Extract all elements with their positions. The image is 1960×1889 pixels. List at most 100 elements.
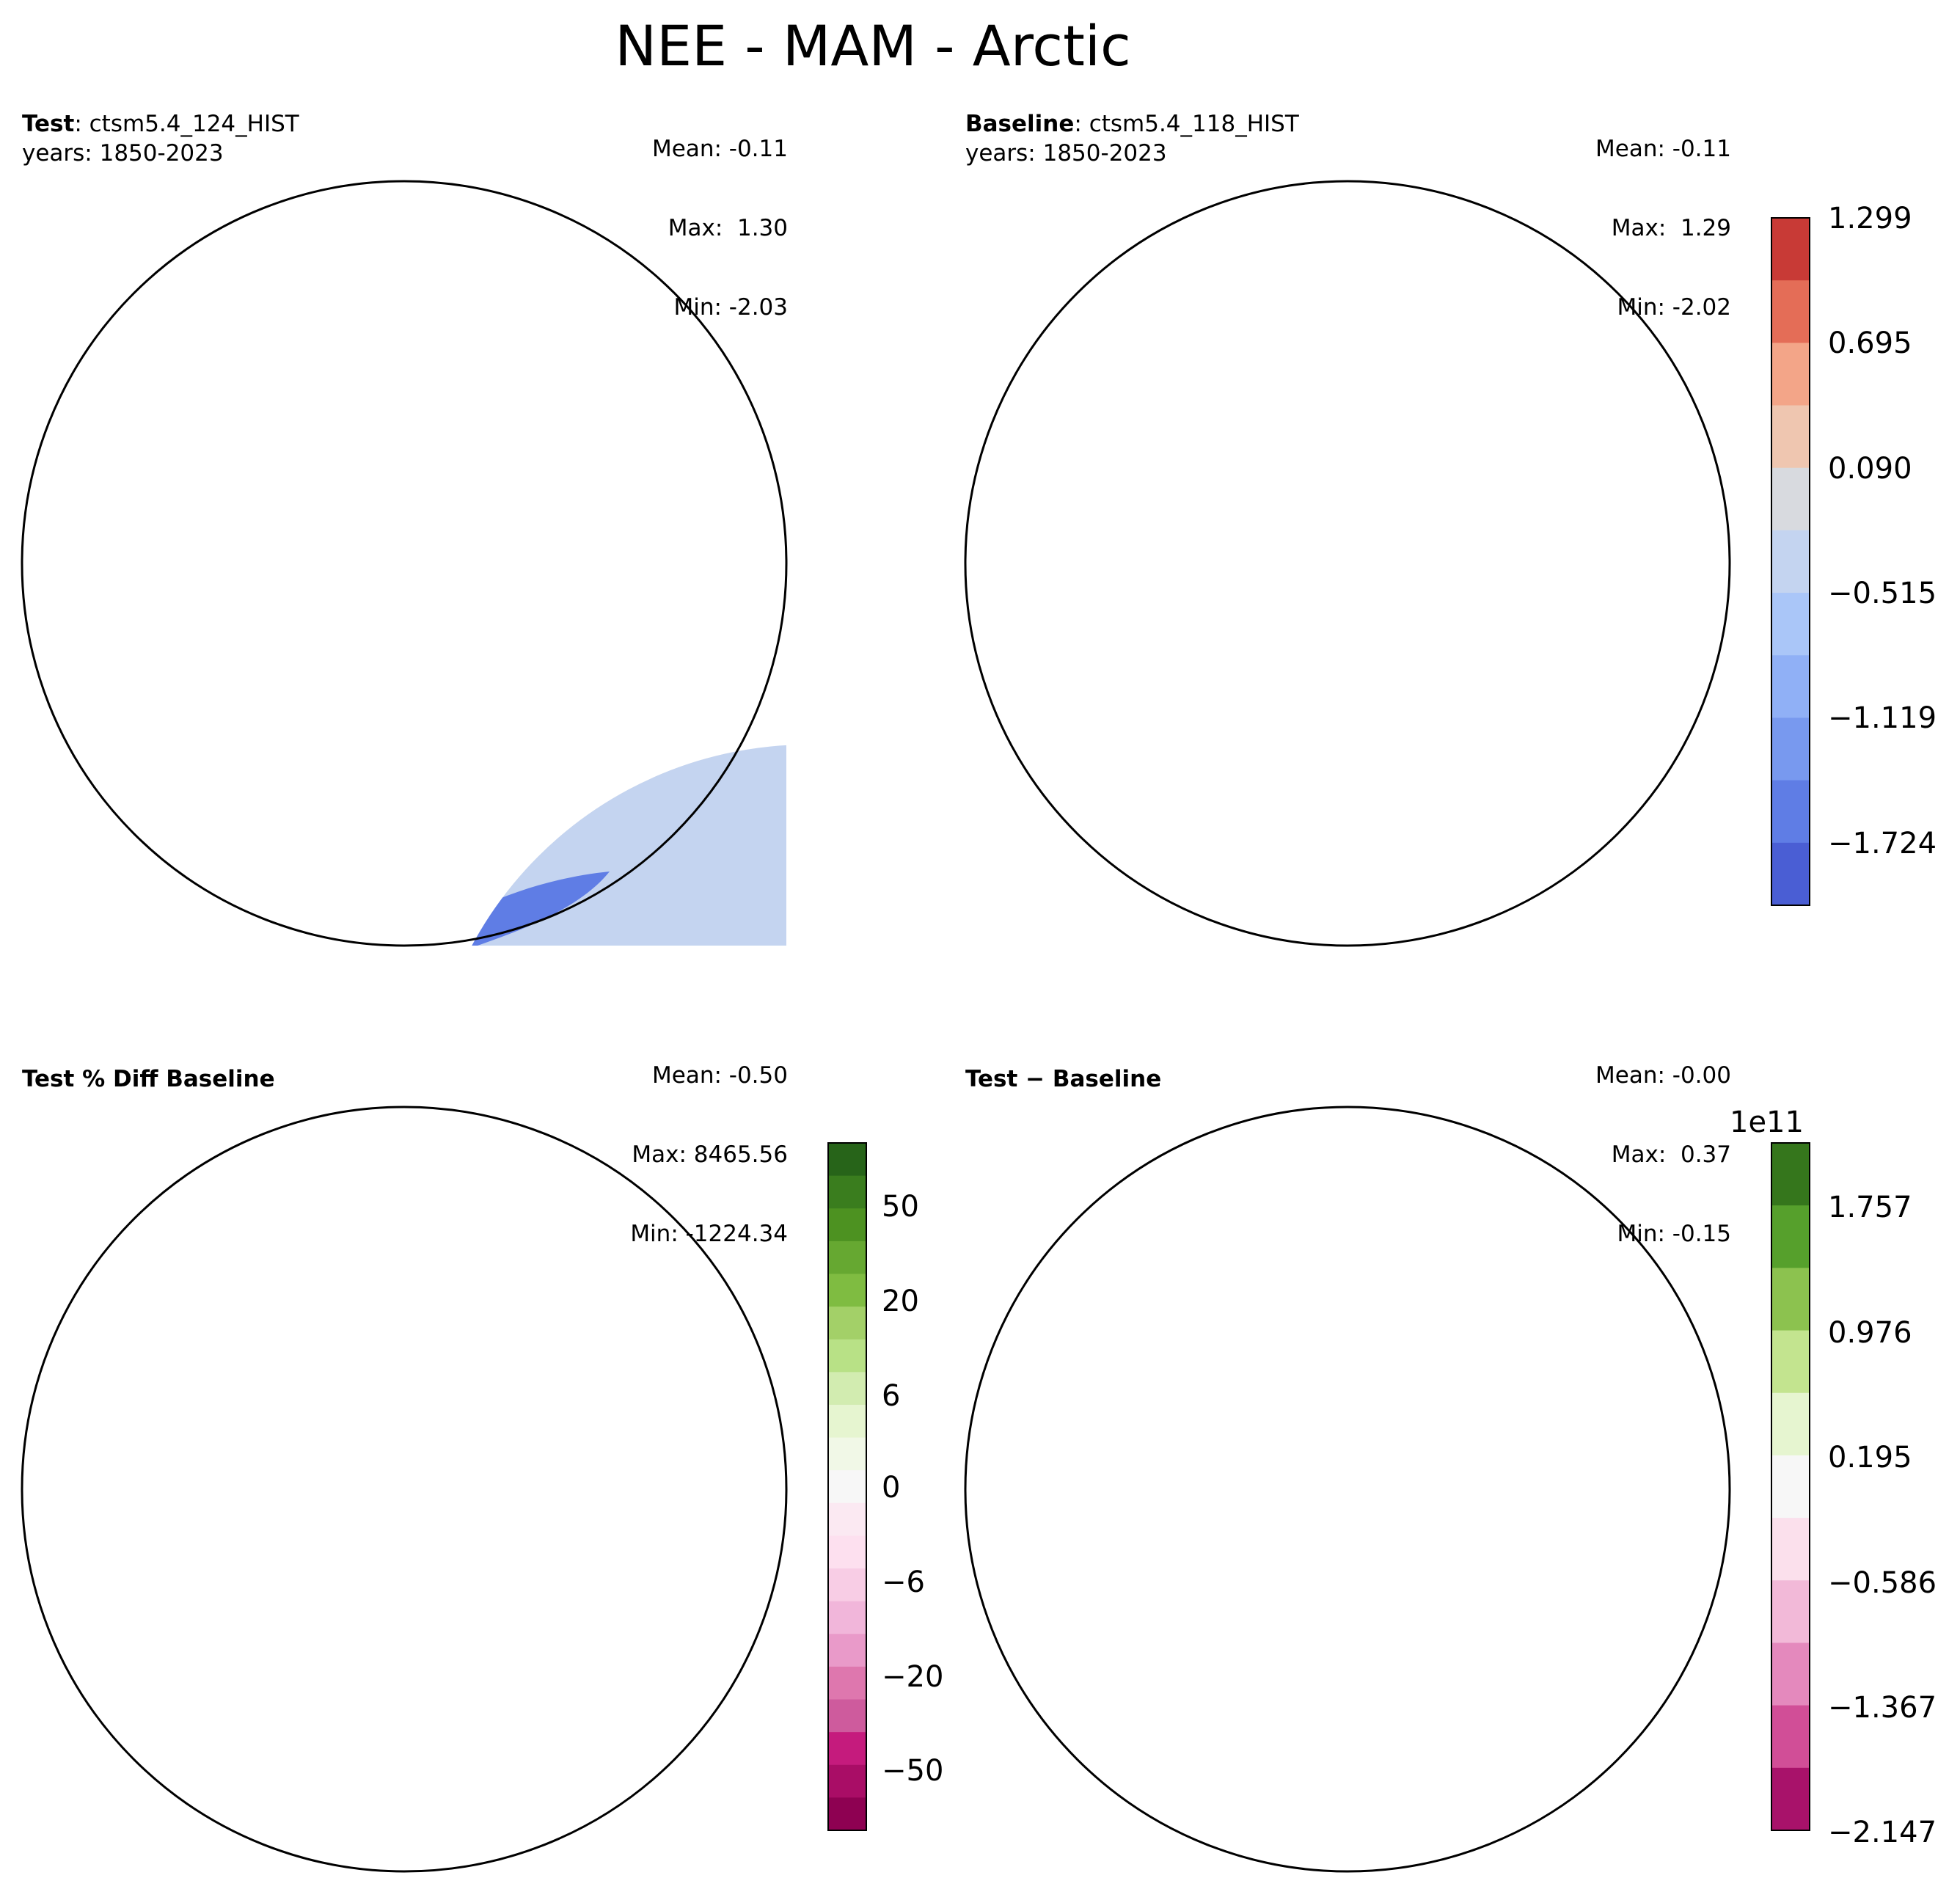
land-pos-west xyxy=(966,404,1039,470)
colorbar-segment xyxy=(1771,280,1810,343)
land-pos-west xyxy=(23,404,96,470)
colorbar-segment xyxy=(828,1372,866,1406)
colorbar-segment xyxy=(1771,717,1810,781)
colorbar-segment xyxy=(1771,1205,1810,1268)
land-neg2-west xyxy=(965,528,997,567)
colorbar-segment xyxy=(1771,1580,1810,1643)
cb-top-tick: 1.299 xyxy=(1828,202,1912,235)
colorbar-segment xyxy=(828,1732,866,1766)
land-neg-europe xyxy=(1362,607,1730,946)
colorbar-segment xyxy=(828,1208,866,1242)
baseline-stat-mean: Mean: -0.11 xyxy=(1595,136,1731,162)
pct-speck xyxy=(87,1356,100,1368)
colorbar-segment xyxy=(1771,530,1810,593)
pct-speck xyxy=(419,1269,426,1282)
graticule xyxy=(965,1107,1730,1871)
colorbar-segment xyxy=(828,1568,866,1602)
figure-title: NEE - MAM - Arctic xyxy=(615,13,1131,78)
pct-blotch xyxy=(123,1447,172,1488)
cb-pct-tick: −6 xyxy=(882,1565,925,1599)
baseline-years: years: 1850-2023 xyxy=(965,140,1167,167)
graticule xyxy=(22,1107,786,1871)
colorbar-segment xyxy=(828,1634,866,1667)
colorbar-segment xyxy=(1771,467,1810,531)
cb-pct-tick: −50 xyxy=(882,1754,944,1788)
cb-pct-tick: −20 xyxy=(882,1660,944,1694)
cb-diff-tick: −1.367 xyxy=(1828,1691,1937,1725)
colorbar-segment xyxy=(828,1502,866,1536)
colorbar-segment xyxy=(828,1666,866,1700)
pct-blotch xyxy=(646,1460,778,1636)
colorbar-top xyxy=(1771,218,1810,906)
colorbar-segment xyxy=(828,1797,866,1831)
colorbar-segment xyxy=(1771,655,1810,718)
colorbar-segment xyxy=(828,1175,866,1209)
colorbar-segment xyxy=(828,1241,866,1274)
colorbar-segment xyxy=(1771,1268,1810,1331)
pctdiff-stat-max: Max: 8465.56 xyxy=(632,1141,788,1168)
test-stat-max: Max: 1.30 xyxy=(668,215,788,241)
colorbar-segment xyxy=(1771,842,1810,906)
land-pos-siberia xyxy=(1392,270,1702,607)
pct-speck xyxy=(623,1598,635,1610)
land-neutral xyxy=(965,181,1730,946)
diff-greenland xyxy=(1157,1526,1325,1687)
pctdiff-panel-label: Test % Diff Baseline xyxy=(22,1066,275,1092)
cb-diff-tick: −2.147 xyxy=(1828,1816,1937,1849)
graticule xyxy=(965,181,1730,946)
land-pos-scand xyxy=(426,745,514,813)
cb-top-tick: 0.695 xyxy=(1828,326,1912,360)
colorbar-diff xyxy=(1771,1143,1810,1831)
baseline-panel-label: Baseline: ctsm5.4_118_HIST xyxy=(965,110,1299,138)
pct-blotch xyxy=(588,1254,676,1328)
test-label-bold: Test xyxy=(22,111,75,137)
land-pos-scand xyxy=(1370,745,1458,813)
diff-map-border xyxy=(964,1106,1731,1873)
colorbar-segment xyxy=(828,1601,866,1634)
test-map xyxy=(21,180,788,947)
cb-pct-tick: 6 xyxy=(882,1379,901,1413)
colorbar-segment xyxy=(828,1437,866,1471)
pctdiff-map-border xyxy=(21,1106,788,1873)
colorbar-segment xyxy=(828,1764,866,1798)
land-neg2-west xyxy=(22,528,54,567)
land-neg2-europe xyxy=(1436,709,1670,817)
colorbar-segment xyxy=(828,1404,866,1439)
diff-stat-max: Max: 0.37 xyxy=(1611,1141,1731,1168)
test-stat-min: Min: -2.03 xyxy=(673,294,788,321)
colorbar-diff-frame xyxy=(1771,1142,1810,1831)
cb-pct-tick: 50 xyxy=(882,1190,919,1224)
pct-speck xyxy=(667,1517,679,1530)
pct-base xyxy=(22,1107,786,1871)
colorbar-segment xyxy=(1771,1455,1810,1519)
colorbar-segment xyxy=(1771,405,1810,469)
diff-stats: Mean: -0.00 Max: 0.37 Min: -0.15 xyxy=(1595,1009,1731,1274)
baseline-label-name: ctsm5.4_118_HIST xyxy=(1089,111,1299,137)
colorbar-segment xyxy=(828,1274,866,1307)
colorbar-segment xyxy=(828,1699,866,1733)
cb-top-tick: 0.090 xyxy=(1828,452,1912,486)
pct-green-east xyxy=(478,1232,786,1871)
pctdiff-stat-mean: Mean: -0.50 xyxy=(652,1062,788,1089)
pct-blotch xyxy=(606,1291,643,1320)
diff-panel-label: Test − Baseline xyxy=(965,1066,1162,1092)
colorbar-segment xyxy=(828,1143,866,1177)
test-stats: Mean: -0.11 Max: 1.30 Min: -2.03 xyxy=(652,83,788,347)
cb-top-tick: −1.724 xyxy=(1828,827,1937,861)
colorbar-segment xyxy=(1771,343,1810,406)
land-pos-siberia xyxy=(448,270,758,607)
land-pos-na xyxy=(96,322,362,405)
land-pos-na xyxy=(1039,322,1306,405)
land-greenland xyxy=(213,600,382,761)
cb-diff-offset: 1e11 xyxy=(1730,1106,1804,1139)
cb-pct-tick: 20 xyxy=(882,1285,919,1318)
pct-green-west xyxy=(22,1253,231,1533)
cb-diff-tick: 0.195 xyxy=(1828,1441,1912,1475)
land-pos-iceland xyxy=(316,772,353,794)
colorbar-segment xyxy=(828,1307,866,1340)
land-pos2-a xyxy=(1179,355,1237,376)
land-neg-europe xyxy=(426,745,786,946)
pct-blotch xyxy=(41,1522,63,1544)
colorbar-segment xyxy=(828,1470,866,1504)
